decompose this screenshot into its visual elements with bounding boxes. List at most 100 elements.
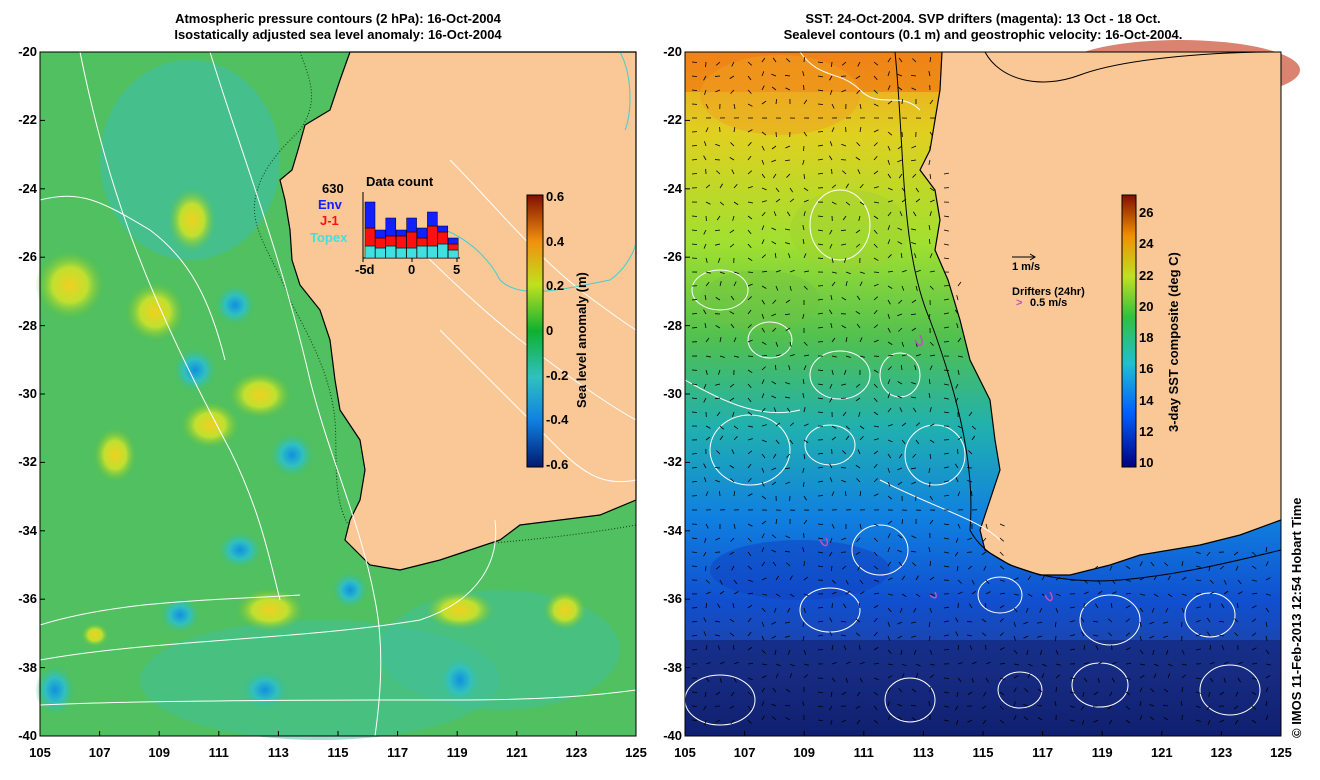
velocity-vector bbox=[928, 238, 931, 245]
velocity-vector bbox=[1233, 551, 1239, 556]
velocity-vector bbox=[855, 632, 861, 637]
velocity-vector bbox=[897, 145, 903, 150]
velocity-vector bbox=[897, 86, 903, 91]
velocity-vector bbox=[691, 145, 698, 147]
velocity-vector bbox=[857, 169, 861, 175]
velocity-vector bbox=[789, 269, 795, 273]
velocity-vector bbox=[803, 145, 805, 152]
velocity-vector bbox=[1125, 565, 1131, 570]
velocity-vector bbox=[729, 75, 735, 79]
velocity-vector bbox=[1125, 579, 1131, 582]
velocity-vector bbox=[957, 448, 959, 455]
velocity-vector bbox=[831, 201, 837, 205]
velocity-vector bbox=[841, 325, 847, 329]
velocity-vector bbox=[803, 354, 809, 357]
velocity-vector bbox=[911, 535, 917, 539]
velocity-vector bbox=[705, 355, 711, 358]
velocity-vector bbox=[1111, 661, 1117, 665]
velocity-vector bbox=[715, 297, 721, 301]
velocity-vector bbox=[1265, 663, 1271, 666]
velocity-vector bbox=[802, 621, 805, 627]
velocity-vector bbox=[943, 480, 949, 483]
velocity-vector bbox=[841, 479, 847, 483]
velocity-vector bbox=[691, 466, 698, 469]
velocity-vector bbox=[1069, 705, 1075, 708]
velocity-vector bbox=[1195, 705, 1201, 709]
velocity-vector bbox=[691, 383, 698, 386]
velocity-vector bbox=[789, 354, 795, 357]
velocity-vector bbox=[761, 561, 766, 567]
velocity-vector bbox=[845, 271, 851, 275]
velocity-vector bbox=[855, 383, 861, 388]
velocity-vector bbox=[803, 453, 806, 460]
velocity-vector bbox=[789, 439, 794, 445]
velocity-vector bbox=[956, 295, 959, 301]
velocity-vector bbox=[802, 159, 805, 165]
velocity-vector bbox=[714, 229, 721, 232]
velocity-vector bbox=[1108, 719, 1113, 725]
velocity-vector bbox=[1069, 677, 1076, 679]
velocity-vector bbox=[786, 173, 791, 178]
velocity-vector bbox=[785, 299, 791, 304]
velocity-vector bbox=[1165, 607, 1169, 613]
velocity-vector bbox=[1265, 577, 1271, 581]
velocity-vector bbox=[705, 602, 708, 609]
velocity-vector bbox=[1083, 644, 1086, 651]
velocity-vector bbox=[915, 673, 919, 679]
velocity-vector bbox=[957, 425, 963, 429]
y-tick-label: -36 bbox=[18, 591, 37, 607]
velocity-vector bbox=[803, 173, 806, 180]
velocity-vector bbox=[761, 675, 767, 679]
inset-bar bbox=[416, 237, 428, 247]
velocity-vector bbox=[1109, 565, 1113, 571]
velocity-vector bbox=[915, 663, 921, 667]
velocity-vector bbox=[911, 717, 917, 721]
x-tick-label: 113 bbox=[267, 745, 289, 760]
velocity-vector bbox=[1153, 663, 1159, 667]
velocity-vector bbox=[730, 295, 735, 301]
velocity-vector bbox=[957, 662, 963, 665]
velocity-vector bbox=[803, 593, 809, 597]
velocity-vector bbox=[831, 337, 836, 343]
velocity-vector bbox=[913, 211, 917, 217]
velocity-vector bbox=[887, 341, 893, 345]
velocity-vector bbox=[817, 312, 823, 315]
velocity-vector bbox=[787, 649, 791, 655]
inset-bar bbox=[406, 217, 417, 233]
velocity-vector bbox=[873, 411, 879, 416]
velocity-vector bbox=[747, 478, 752, 483]
velocity-vector bbox=[829, 229, 833, 235]
velocity-vector bbox=[789, 673, 793, 679]
velocity-vector bbox=[691, 481, 698, 483]
velocity-vector bbox=[774, 649, 777, 655]
velocity-vector bbox=[1219, 565, 1225, 570]
velocity-vector bbox=[747, 719, 752, 724]
velocity-vector bbox=[715, 719, 721, 723]
y-tick-label: -38 bbox=[18, 659, 37, 675]
velocity-vector bbox=[873, 523, 879, 527]
velocity-vector bbox=[789, 663, 795, 667]
velocity-vector bbox=[898, 716, 903, 721]
velocity-vector bbox=[703, 397, 707, 403]
velocity-vector bbox=[817, 61, 824, 64]
velocity-vector bbox=[1251, 705, 1257, 710]
colorbar-tick-label: 20 bbox=[1139, 298, 1154, 314]
velocity-vector bbox=[873, 142, 878, 147]
velocity-vector bbox=[873, 719, 878, 724]
velocity-vector bbox=[1027, 673, 1031, 679]
velocity-vector bbox=[873, 170, 879, 175]
velocity-vector bbox=[788, 253, 791, 259]
velocity-vector bbox=[730, 691, 735, 697]
velocity-vector bbox=[817, 89, 823, 92]
velocity-vector bbox=[873, 551, 878, 557]
velocity-vector bbox=[1139, 607, 1144, 613]
velocity-vector bbox=[761, 379, 765, 385]
velocity-vector bbox=[929, 607, 932, 613]
velocity-vector bbox=[716, 170, 721, 175]
velocity-vector bbox=[831, 425, 837, 429]
velocity-vector bbox=[691, 243, 698, 246]
velocity-vector bbox=[887, 561, 892, 567]
velocity-vector bbox=[843, 603, 847, 609]
velocity-vector bbox=[1149, 635, 1155, 639]
velocity-vector bbox=[1208, 691, 1211, 697]
